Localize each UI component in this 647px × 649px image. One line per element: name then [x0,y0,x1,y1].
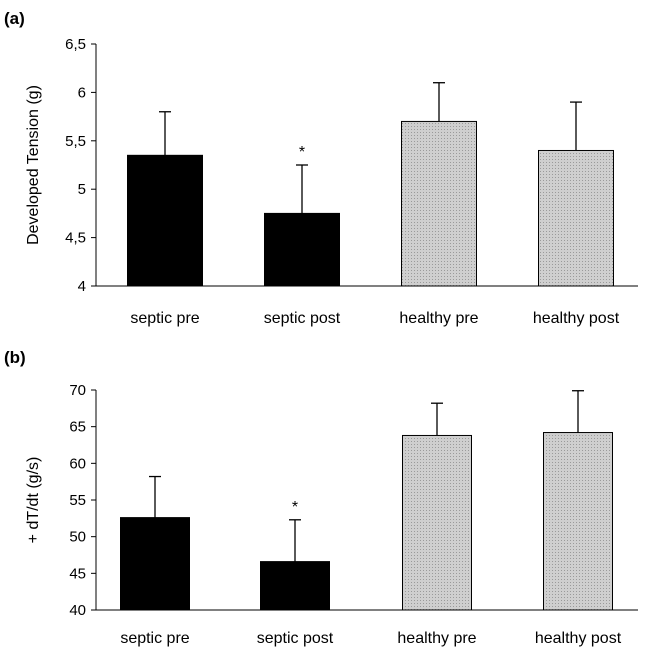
panel-a-y-tick-label-2: 4,5 [65,230,86,247]
panel-a-bar-3 [401,120,477,287]
panel-a-category-label-3: healthy pre [399,310,478,327]
panel-b-y-tick-label-5: 60 [69,455,86,472]
panel-b-category-label-1: septic pre [120,630,189,647]
panel-b-category-label-3: healthy pre [397,630,476,647]
panel-b-y-tick-label-6: 65 [69,419,86,436]
panel-a-bar-1 [127,154,203,287]
panel-b-y-tick-label-4: 55 [69,492,86,509]
panel-b-significance-2: * [292,499,298,516]
panel-b-y-tick-label-1: 40 [69,602,86,619]
panel-a-y-tick-label-4: 5,5 [65,133,86,150]
panel-a-category-label-2: septic post [264,310,341,327]
panel-b-category-label-2: septic post [257,630,334,647]
panel-b-bar-2 [260,561,330,611]
panel-b-y-tick-label-7: 70 [69,382,86,399]
panel-a-label: (a) [4,9,25,28]
panel-b-bar-3 [402,434,472,611]
panel-a-bar-4 [538,149,614,287]
panel-b-y-tick-label-2: 45 [69,565,86,582]
panel-a-category-label-1: septic pre [130,310,199,327]
panel-a-y-tick-label-6: 6,5 [65,36,86,53]
panel-b-y-axis-label: + dT/dt (g/s) [25,457,42,544]
panel-b-category-label-4: healthy post [535,630,622,647]
panel-a-y-axis-label: Developed Tension (g) [25,85,42,245]
panel-a-y-tick-label-5: 6 [78,84,86,101]
panel-a-bar-2 [264,212,340,287]
panel-b-bar-1 [120,517,190,611]
panel-a-y-tick-label-1: 4 [78,278,86,295]
panel-b-label: (b) [4,348,26,367]
panel-b-y-tick-label-3: 50 [69,529,86,546]
panel-a-significance-2: * [299,144,305,161]
panel-a-category-label-4: healthy post [533,310,620,327]
panel-a-y-tick-label-3: 5 [78,181,86,198]
panel-b-bar-4 [543,432,613,611]
